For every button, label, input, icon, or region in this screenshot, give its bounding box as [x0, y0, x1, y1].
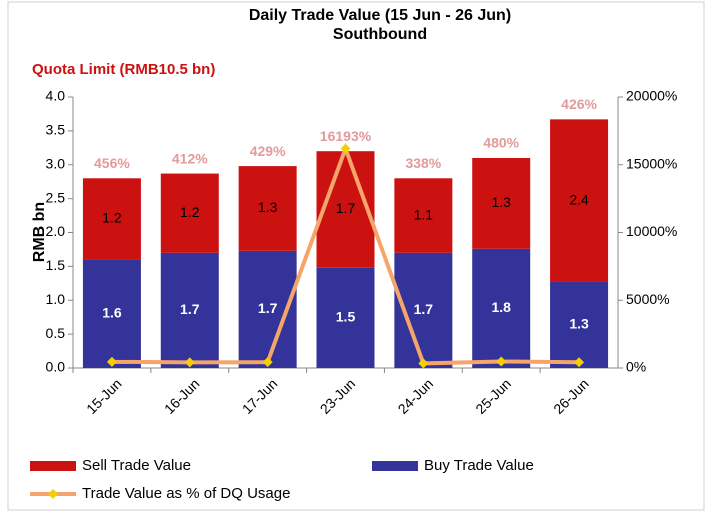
bar-value-label: 1.7: [180, 301, 200, 317]
bar-segment: [550, 119, 609, 282]
bar-value-label: 1.7: [336, 200, 356, 216]
bar-segment: [316, 151, 375, 268]
bar-value-label: 1.6: [102, 305, 122, 321]
x-tick-label: 15-Jun: [83, 375, 125, 417]
x-tick-label: 25-Jun: [472, 375, 514, 417]
y2-tick-label: 5000%: [626, 291, 670, 307]
y-tick-label: 3.0: [46, 155, 66, 171]
bar-value-label: 1.2: [102, 210, 122, 226]
y-tick-label: 3.5: [46, 122, 66, 138]
bar-value-label: 1.3: [569, 316, 589, 332]
line-marker: [418, 358, 429, 369]
y-tick-label: 2.5: [46, 189, 66, 205]
legend-label: Buy Trade Value: [424, 457, 534, 474]
x-tick-label: 17-Jun: [239, 375, 281, 417]
line-value-label: 429%: [250, 143, 286, 159]
bar-segment: [82, 259, 141, 368]
y-tick-label: 4.0: [46, 88, 66, 104]
line-marker: [496, 356, 507, 367]
legend-marker: [48, 489, 58, 499]
bar-segment: [550, 281, 609, 368]
y2-tick-label: 0%: [626, 359, 646, 375]
bar-value-label: 1.5: [336, 309, 356, 325]
y2-tick-label: 10000%: [626, 223, 677, 239]
chart-border: [7, 1, 705, 511]
line-value-label: 480%: [483, 135, 519, 151]
legend-swatch: [30, 461, 76, 471]
bar-segment: [82, 178, 141, 260]
legend-label: Trade Value as % of DQ Usage: [82, 485, 290, 502]
x-tick-label: 23-Jun: [317, 375, 359, 417]
y2-tick-label: 15000%: [626, 155, 677, 171]
line-marker: [340, 143, 351, 154]
bar-value-label: 1.7: [414, 301, 434, 317]
bar-segment: [160, 173, 219, 253]
line-value-label: 412%: [172, 150, 208, 166]
legend-label: Sell Trade Value: [82, 457, 191, 474]
bar-segment: [394, 178, 453, 253]
y-tick-label: 1.5: [46, 257, 66, 273]
line-value-label: 16193%: [320, 128, 372, 144]
bar-value-label: 1.3: [491, 194, 511, 210]
bar-segment: [160, 252, 219, 368]
bar-value-label: 1.1: [414, 206, 434, 222]
y2-tick-label: 20000%: [626, 88, 677, 104]
bar-segment: [316, 267, 375, 368]
bar-value-label: 1.7: [258, 300, 278, 316]
bar-value-label: 1.3: [258, 199, 278, 215]
line-value-label: 456%: [94, 155, 130, 171]
x-tick-label: 26-Jun: [550, 375, 592, 417]
bar-segment: [238, 166, 297, 251]
line-value-label: 338%: [405, 155, 441, 171]
y-axis-label: RMB bn: [31, 202, 48, 262]
y-tick-label: 0.0: [46, 359, 66, 375]
line-marker: [106, 356, 117, 367]
y-tick-label: 1.0: [46, 291, 66, 307]
line-value-label: 426%: [561, 96, 597, 112]
chart-subtitle: Southbound: [333, 26, 427, 43]
bar-segment: [472, 157, 531, 249]
line-marker: [262, 357, 273, 368]
y-tick-label: 2.0: [46, 223, 66, 239]
legend-swatch: [372, 461, 418, 471]
x-tick-label: 16-Jun: [161, 375, 203, 417]
y-tick-label: 0.5: [46, 325, 66, 341]
line-marker: [574, 357, 585, 368]
bar-value-label: 1.8: [491, 299, 511, 315]
line-marker: [184, 357, 195, 368]
chart-title: Daily Trade Value (15 Jun - 26 Jun): [249, 7, 511, 24]
x-tick-label: 24-Jun: [395, 375, 437, 417]
bar-value-label: 1.2: [180, 204, 200, 220]
bar-value-label: 2.4: [569, 191, 589, 207]
annotation: Quota Limit (RMB10.5 bn): [32, 61, 215, 78]
bar-segment: [472, 248, 531, 368]
